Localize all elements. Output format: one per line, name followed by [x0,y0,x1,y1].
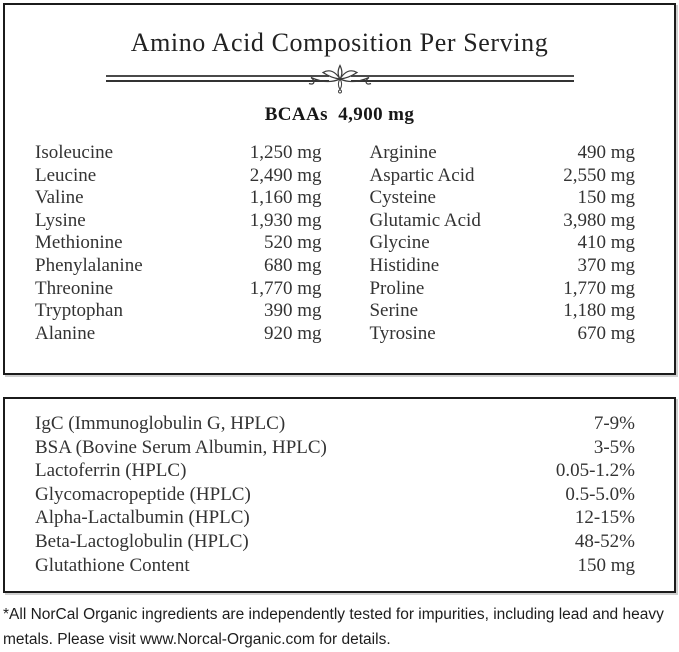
table-row: Alanine 920 mg [35,323,321,346]
amino-value: 410 mg [577,232,635,254]
amino-name: Histidine [369,254,440,276]
fraction-value: 0.5-5.0% [565,483,635,505]
table-row: Histidine 370 mg [369,255,635,278]
table-row: Leucine 2,490 mg [35,165,321,188]
table-row: Cysteine 150 mg [369,187,635,210]
panel-title: Amino Acid Composition Per Serving [130,28,549,57]
fleur-ornament-icon [308,64,371,94]
table-row: Tyrosine 670 mg [369,323,635,346]
amino-name: Leucine [35,164,97,186]
amino-value: 1,770 mg [563,277,635,299]
ornamental-divider [105,64,574,94]
amino-name: Lysine [35,209,86,231]
fraction-value: 12-15% [574,507,635,529]
table-row: Proline 1,770 mg [369,278,635,301]
amino-name: Cysteine [369,187,436,209]
bcaa-total: BCAAs 4,900 mg [5,104,674,126]
table-row: Lactoferrin (HPLC) 0.05-1.2% [35,459,635,483]
table-row: Arginine 490 mg [369,142,635,165]
table-row: Glutathione Content 150 mg [35,554,635,578]
amino-name: Aspartic Acid [369,164,475,186]
fraction-name: Glutathione Content [35,554,190,576]
amino-value: 1,180 mg [563,300,635,322]
fraction-name: Lactoferrin (HPLC) [35,460,187,482]
table-row: Beta-Lactoglobulin (HPLC) 48-52% [35,530,635,554]
fraction-name: IgC (Immunoglobulin G, HPLC) [35,413,286,434]
amino-name: Tryptophan [35,300,123,322]
amino-name: Methionine [35,232,123,254]
amino-name: Alanine [35,322,96,344]
bcaa-value: 4,900 mg [338,104,415,125]
amino-name: Tyrosine [369,322,436,344]
amino-value: 680 mg [263,254,322,276]
fraction-value: 48-52% [574,530,635,552]
amino-name: Valine [35,187,84,209]
amino-name: Isoleucine [35,142,114,163]
fraction-name: BSA (Bovine Serum Albumin, HPLC) [35,436,327,458]
table-row: Glycine 410 mg [369,232,635,255]
amino-value: 3,980 mg [563,209,635,231]
fraction-name: Glycomacropeptide (HPLC) [35,483,251,505]
table-row: Glycomacropeptide (HPLC) 0.5-5.0% [35,483,635,507]
amino-acid-table: Isoleucine 1,250 mg Leucine 2,490 mg Valin… [5,142,674,345]
amino-name: Glycine [369,232,430,254]
protein-fraction-table: IgC (Immunoglobulin G, HPLC) 7-9% BSA (Bo… [5,399,674,577]
table-row: Serine 1,180 mg [369,300,635,323]
amino-name: Arginine [369,142,437,163]
amino-value: 520 mg [263,232,322,254]
amino-value: 2,490 mg [249,164,322,186]
amino-acid-panel: Amino Acid Composition Per Serving BCAAs… [3,3,676,375]
fraction-name: Beta-Lactoglobulin (HPLC) [35,530,249,552]
amino-name: Phenylalanine [35,254,143,276]
table-row: Phenylalanine 680 mg [35,255,321,278]
amino-value: 920 mg [263,322,322,344]
table-row: Aspartic Acid 2,550 mg [369,165,635,188]
table-row: Tryptophan 390 mg [35,300,321,323]
table-row: BSA (Bovine Serum Albumin, HPLC) 3-5% [35,436,635,460]
amino-name: Proline [369,277,425,299]
amino-name: Glutamic Acid [369,209,481,231]
amino-value: 1,160 mg [249,187,322,209]
table-row: Methionine 520 mg [35,232,321,255]
amino-value: 1,770 mg [249,277,322,299]
amino-name: Threonine [35,277,114,299]
fraction-value: 7-9% [593,413,635,434]
amino-value: 490 mg [577,142,635,163]
protein-fraction-panel: IgC (Immunoglobulin G, HPLC) 7-9% BSA (Bo… [3,397,676,593]
amino-column-right: Arginine 490 mg Aspartic Acid 2,550 mg Cys… [369,142,635,345]
bcaa-label: BCAAs [264,104,328,125]
amino-value: 2,550 mg [563,164,635,186]
table-row: Valine 1,160 mg [35,187,321,210]
table-row: IgC (Immunoglobulin G, HPLC) 7-9% [35,412,635,436]
table-row: Alpha-Lactalbumin (HPLC) 12-15% [35,506,635,530]
amino-value: 370 mg [577,254,635,276]
fraction-value: 3-5% [593,436,635,458]
fraction-value: 0.05-1.2% [555,460,635,482]
disclaimer-footnote: *All NorCal Organic ingredients are inde… [3,606,664,648]
amino-column-left: Isoleucine 1,250 mg Leucine 2,490 mg Valin… [35,142,321,345]
amino-name: Serine [369,300,419,322]
fraction-name: Alpha-Lactalbumin (HPLC) [35,507,250,529]
table-row: Lysine 1,930 mg [35,210,321,233]
amino-value: 1,250 mg [249,142,322,163]
amino-value: 670 mg [577,322,635,344]
fraction-value: 150 mg [577,554,635,576]
table-row: Glutamic Acid 3,980 mg [369,210,635,233]
table-row: Isoleucine 1,250 mg [35,142,321,165]
amino-value: 390 mg [263,300,322,322]
amino-value: 1,930 mg [249,209,322,231]
table-row: Threonine 1,770 mg [35,278,321,301]
amino-value: 150 mg [577,187,635,209]
